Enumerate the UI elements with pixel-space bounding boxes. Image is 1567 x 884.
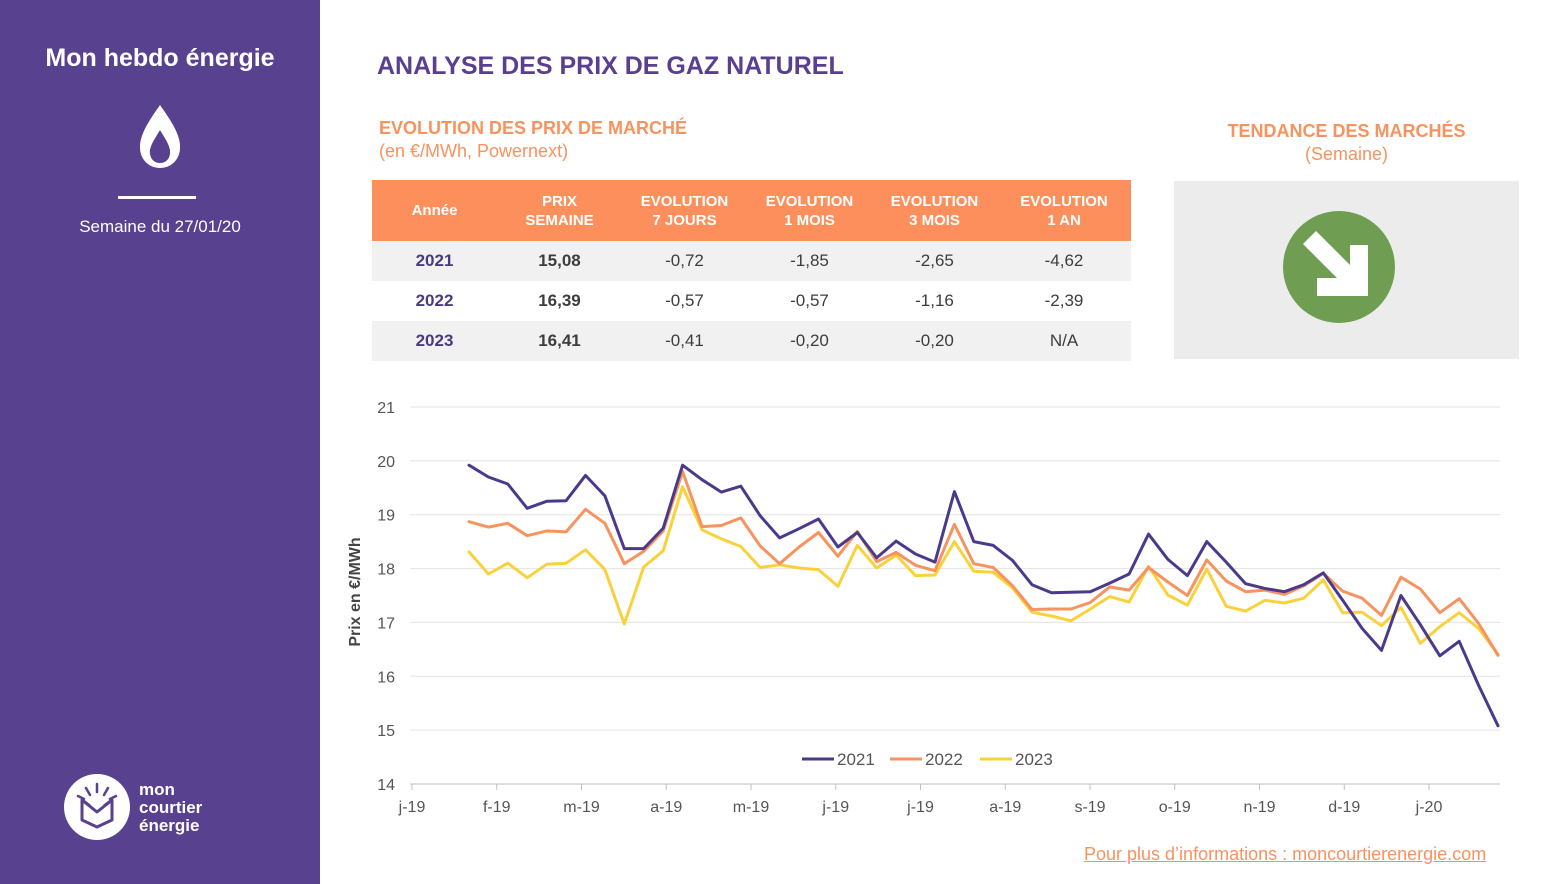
x-tick-label: j-20	[1415, 799, 1443, 816]
legend-label: 2021	[837, 750, 875, 769]
logo-text-line: courtier	[139, 798, 203, 817]
y-tick-label: 21	[377, 400, 395, 417]
series-line-2023	[467, 485, 1500, 656]
header-year: Année	[372, 180, 497, 241]
cell-price: 16,39	[538, 291, 581, 310]
x-tick-label: m-19	[733, 799, 770, 816]
price-table: Année PRIX SEMAINE EVOLUTION 7 JOURS EVOLU…	[372, 180, 1131, 361]
cell-evo-3m: -2,65	[872, 241, 997, 281]
header-price: PRIX SEMAINE	[497, 180, 622, 241]
header-7-days: EVOLUTION 7 JOURS	[622, 180, 747, 241]
x-tick-label: f-19	[483, 799, 511, 816]
header-line: EVOLUTION	[890, 192, 979, 210]
sidebar-title: Mon hebdo énergie	[45, 44, 275, 72]
header-line: EVOLUTION	[765, 192, 854, 210]
header-line: EVOLUTION	[1020, 192, 1108, 210]
header-line: EVOLUTION	[640, 192, 729, 210]
x-tick-label: n-19	[1243, 799, 1275, 816]
cell-evo-1m: -1,85	[747, 241, 872, 281]
y-tick-label: 15	[377, 723, 395, 740]
x-tick-label: j-19	[821, 799, 849, 816]
legend-label: 2022	[925, 750, 963, 769]
x-tick-label: d-19	[1328, 799, 1360, 816]
logo-icon	[64, 774, 130, 840]
x-tick-label: o-19	[1159, 799, 1191, 816]
y-tick-label: 16	[377, 669, 395, 686]
cell-year: 2021	[372, 241, 497, 281]
down-right-arrow-icon	[1283, 211, 1395, 323]
logo-text-line: mon	[139, 780, 175, 799]
legend-label: 2023	[1015, 750, 1053, 769]
header-line: SEMAINE	[525, 211, 594, 229]
flame-icon	[139, 105, 181, 168]
trend-subtitle: (Semaine)	[1304, 144, 1389, 164]
week-label: Semaine du 27/01/20	[79, 217, 241, 236]
x-tick-label: j-19	[398, 799, 426, 816]
header-3-months: EVOLUTION 3 MOIS	[872, 180, 997, 241]
table-title: EVOLUTION DES PRIX DE MARCHÉ	[379, 118, 688, 138]
cell-year: 2023	[372, 321, 497, 361]
y-tick-label: 14	[377, 777, 395, 794]
cell-evo-3m: -1,16	[915, 291, 954, 310]
website-link[interactable]: Pour plus d’informations : moncourtieren…	[1084, 844, 1487, 864]
series-line-2022	[467, 470, 1500, 657]
trend-title: TENDANCE DES MARCHÉS	[1227, 121, 1466, 141]
sidebar: Mon hebdo énergie Semaine du 27/01/20 mo…	[0, 0, 320, 884]
y-tick-label: 18	[377, 562, 395, 579]
header-line: 1 MOIS	[784, 211, 835, 229]
header-line: 7 JOURS	[652, 211, 717, 229]
table-header-row: Année PRIX SEMAINE EVOLUTION 7 JOURS EVOLU…	[372, 180, 1131, 241]
cell-evo-7d: -0,57	[665, 291, 704, 310]
cell-year: 2022	[415, 291, 454, 310]
sidebar-divider	[118, 196, 196, 199]
table-subtitle: (en €/MWh, Powernext)	[379, 141, 569, 161]
page-title: ANALYSE DES PRIX DE GAZ NATUREL	[377, 52, 844, 80]
cell-price: 16,41	[497, 321, 622, 361]
cell-evo-1y: N/A	[997, 321, 1131, 361]
x-tick-label: j-19	[906, 799, 934, 816]
header-1-month: EVOLUTION 1 MOIS	[747, 180, 872, 241]
x-tick-label: a-19	[650, 799, 682, 816]
x-tick-label: s-19	[1074, 799, 1105, 816]
cell-evo-1y: -2,39	[1044, 291, 1084, 310]
table-row: 2023 16,41 -0,41 -0,20 -0,20 N/A	[372, 321, 1131, 361]
y-tick-label: 20	[377, 454, 395, 471]
header-line: 3 MOIS	[909, 211, 960, 229]
x-tick-label: m-19	[563, 799, 600, 816]
header-line: Année	[411, 202, 458, 219]
chart-gridlines	[410, 406, 1500, 785]
y-tick-label: 19	[377, 508, 395, 525]
header-line: 1 AN	[1047, 211, 1081, 229]
cell-evo-1m: -0,20	[747, 321, 872, 361]
header-1-year: EVOLUTION 1 AN	[997, 180, 1131, 241]
chart-legend: 2021 2022 2023	[802, 750, 1053, 769]
cell-evo-1y: -4,62	[997, 241, 1131, 281]
y-axis-ticks: 21 20 19 18 17 16 15 14	[377, 400, 395, 794]
logo-text-line: énergie	[139, 816, 200, 835]
cell-price: 15,08	[497, 241, 622, 281]
x-axis-ticks: j-19 f-19 m-19 a-19 m-19 j-19 j-19 a-19 s-19 o-19…	[398, 784, 1443, 816]
x-tick-label: a-19	[989, 799, 1021, 816]
cell-evo-7d: -0,41	[622, 321, 747, 361]
logo-text: mon courtier énergie	[139, 781, 202, 835]
cell-evo-1m: -0,57	[790, 291, 829, 310]
cell-evo-3m: -0,20	[872, 321, 997, 361]
series-line-2021	[467, 463, 1500, 728]
table-row: 2021 15,08 -0,72 -1,85 -2,65 -4,62	[372, 241, 1131, 281]
y-axis-label: Prix en €/MWh	[347, 537, 364, 646]
cell-evo-7d: -0,72	[622, 241, 747, 281]
y-tick-label: 17	[377, 615, 395, 632]
header-line: PRIX	[541, 192, 577, 210]
chart-series	[467, 463, 1500, 728]
table-row: 2022 16,39 -0,57 -0,57 -1,16 -2,39	[372, 281, 1131, 321]
